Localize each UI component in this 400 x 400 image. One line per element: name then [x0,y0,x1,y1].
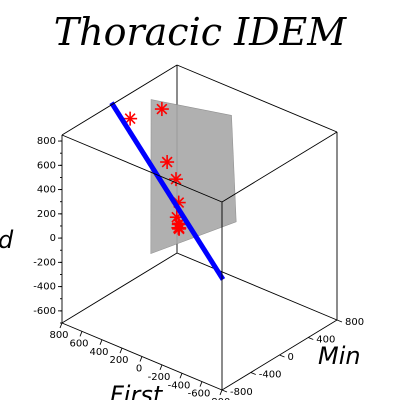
tick-marks: 8006004002000-200-400-6008006004002000-2… [33,136,364,400]
x-tick [79,331,83,337]
x-tick [99,339,103,345]
z-tick-label: 0 [50,233,56,244]
y-tick-label: 0 [288,352,294,363]
box-front-edges [61,64,338,391]
y-tick [221,389,228,393]
box-edge [61,134,223,203]
data-point [169,172,183,187]
y-tick [279,354,285,358]
z-tick-label: 400 [37,185,56,196]
regression-plane [150,99,237,255]
x-tick-label: -200 [148,372,171,383]
y-axis-label: Min [318,342,361,370]
box-edge [61,252,178,324]
z-tick-label: 600 [37,160,56,171]
box-edge [221,131,338,203]
x-tick [119,347,123,354]
x-tick-label: 600 [69,338,88,349]
x-tick-label: -600 [188,389,211,400]
data-point [172,221,187,236]
data-point-stroke [173,223,185,235]
x-tick [219,389,223,396]
x-tick-label: -800 [208,397,231,400]
box-edge [176,252,338,321]
x-tick-label: 200 [109,355,128,366]
z-tick-label: -200 [33,257,56,268]
z-tick-label: 200 [37,209,56,220]
fit-line [109,101,226,281]
box-edge [61,64,178,136]
data-point-stroke [170,173,182,185]
x-tick [179,373,183,379]
data-point-stroke [161,156,173,168]
x-tick-label: 400 [89,347,108,358]
y-tick [250,372,256,375]
y-tick-label: -400 [259,370,282,381]
y-tick-label: 400 [316,335,335,346]
chart-title: Thoracic IDEM [53,10,347,54]
data-points [123,102,187,236]
box-edge [176,64,338,133]
x-axis-label: First [110,381,164,400]
x-tick [159,364,163,371]
data-point [123,111,138,126]
y-tick [308,337,314,340]
y-tick [336,319,343,323]
z-tick-label: -400 [33,282,56,293]
x-tick [199,381,203,387]
z-tick-label: -600 [33,306,56,317]
x-tick-label: -400 [168,380,191,391]
z-axis-label: d [0,226,14,254]
x-tick-label: 800 [49,330,68,341]
x-tick-label: 0 [136,364,142,375]
data-point-stroke [156,103,168,115]
y-tick-label: -800 [230,387,253,398]
y-tick-label: 800 [345,317,364,328]
x-tick [139,356,143,362]
z-tick-label: 800 [37,136,56,147]
x-tick [59,322,63,329]
data-point [160,155,175,170]
data-point-stroke [124,113,136,125]
data-point [154,102,169,117]
